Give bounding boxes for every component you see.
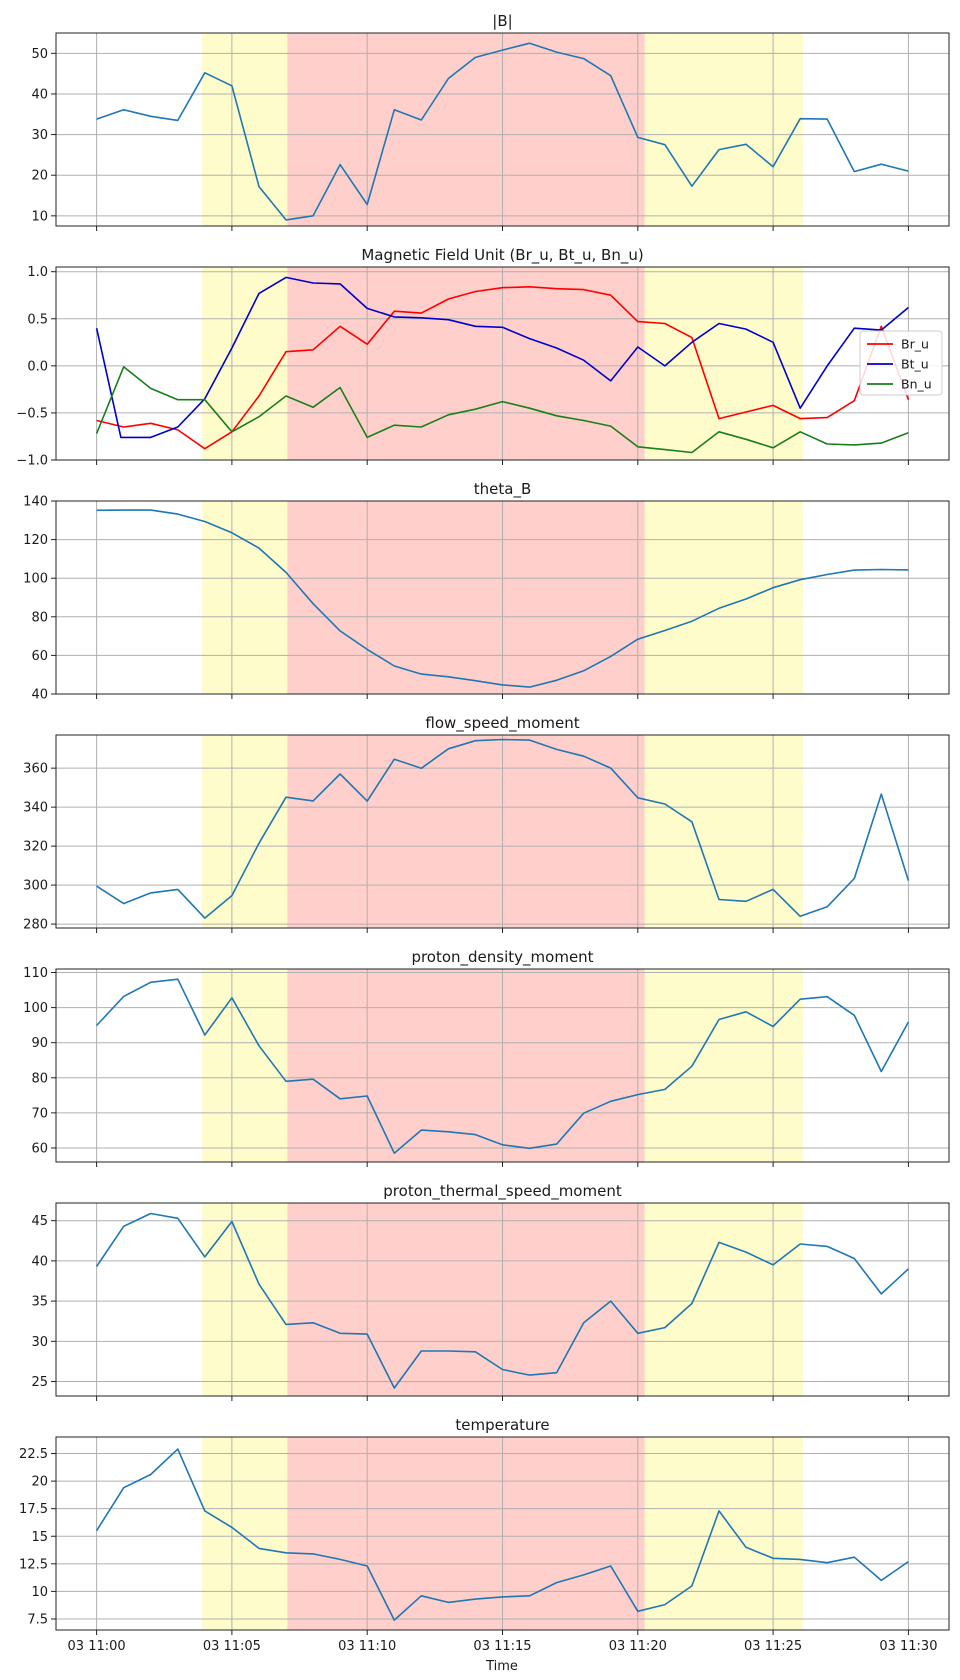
y-tick-label: 60 <box>31 649 48 664</box>
y-tick-label: 40 <box>31 87 48 102</box>
y-tick-label: 17.5 <box>19 1502 48 1517</box>
y-tick-label: 100 <box>23 572 48 587</box>
shaded-region-yellow-2 <box>644 33 803 226</box>
y-tick-label: 140 <box>23 495 48 510</box>
subplot-title: theta_B <box>474 480 531 499</box>
subplot-title: flow_speed_moment <box>425 714 579 733</box>
y-tick-label: 22.5 <box>19 1447 48 1462</box>
subplot-7: 7.5 10 12.5 15 17.5 20 22.5 03 11:00 03 11:05 03 … <box>19 1416 950 1654</box>
x-tick-label: 03 11:10 <box>338 1639 396 1654</box>
y-tick-label: 60 <box>31 1141 48 1156</box>
subplot-title: |B| <box>492 12 512 30</box>
y-tick-label: 45 <box>31 1214 48 1229</box>
shaded-region-red-3 <box>287 501 645 694</box>
legend-label: Bn_u <box>901 377 932 392</box>
subplot-6: 25 30 35 40 45 proton_thermal_speed_moment <box>31 1182 950 1401</box>
subplot-1: 10 20 30 40 50 |B| <box>31 12 950 231</box>
panels-container: 10 20 30 40 50 |B| −1.0 −0.5 0.0 0.5 1.0 Magnetic F… <box>16 12 950 1654</box>
shaded-region-yellow-1 <box>202 735 288 928</box>
series-line--b- <box>96 42 909 221</box>
subplot-title: temperature <box>455 1416 549 1434</box>
series-line-bn-u <box>95 365 909 454</box>
x-tick-label: 03 11:25 <box>744 1639 802 1654</box>
shaded-region-red-3 <box>287 735 645 928</box>
shaded-region-red-3 <box>287 1203 645 1396</box>
series-line-proton-thermal-speed-moment <box>95 1212 909 1389</box>
y-tick-label: 100 <box>23 1001 48 1016</box>
shaded-region-red-3 <box>287 267 645 460</box>
legend-label: Bt_u <box>901 357 929 372</box>
y-tick-label: 70 <box>31 1106 48 1121</box>
series-line-theta-b <box>96 509 909 688</box>
y-tick-label: 90 <box>31 1036 48 1051</box>
y-tick-label: 12.5 <box>19 1557 48 1572</box>
x-tick-label: 03 11:00 <box>68 1639 126 1654</box>
shaded-region-yellow-1 <box>202 33 288 226</box>
y-tick-label: 40 <box>31 1254 48 1269</box>
x-tick-label: 03 11:30 <box>879 1639 937 1654</box>
shaded-region-yellow-2 <box>644 969 803 1162</box>
y-tick-label: −1.0 <box>16 454 48 469</box>
y-tick-label: 80 <box>31 610 48 625</box>
x-tick-label: 03 11:20 <box>609 1639 667 1654</box>
x-tick-label: 03 11:15 <box>473 1639 531 1654</box>
subplot-title: Magnetic Field Unit (Br_u, Bt_u, Bn_u) <box>361 246 643 265</box>
series-line-bt-u <box>95 276 909 439</box>
legend: Br_u Bt_u Bn_u <box>859 330 943 396</box>
shaded-region-red-3 <box>287 1437 645 1630</box>
y-tick-label: 40 <box>31 688 48 703</box>
shaded-region-yellow-2 <box>644 735 803 928</box>
x-tick-label: 03 11:05 <box>203 1639 261 1654</box>
y-tick-label: 0.0 <box>27 359 48 374</box>
y-tick-label: 360 <box>23 762 48 777</box>
y-tick-label: 7.5 <box>27 1612 48 1627</box>
y-tick-label: 0.5 <box>27 312 48 327</box>
legend-box <box>859 330 943 396</box>
series-line-temperature <box>95 1448 909 1621</box>
subplot-5: 60 70 80 90 100 110 proton_density_moment <box>23 948 950 1167</box>
series-line-proton-density-moment <box>96 978 910 1154</box>
y-tick-label: 20 <box>31 1475 48 1490</box>
y-tick-label: 25 <box>31 1375 48 1390</box>
y-tick-label: 30 <box>31 128 48 143</box>
shaded-region-red-3 <box>287 33 645 226</box>
y-tick-label: 35 <box>31 1295 48 1310</box>
x-axis-label: Time <box>485 1659 518 1674</box>
shaded-region-yellow-1 <box>202 501 288 694</box>
y-tick-label: 120 <box>23 533 48 548</box>
y-tick-label: 1.0 <box>27 265 48 280</box>
y-tick-label: 50 <box>31 47 48 62</box>
shaded-region-yellow-2 <box>644 1203 803 1396</box>
y-tick-label: 10 <box>31 209 48 224</box>
y-tick-label: 20 <box>31 169 48 184</box>
subplot-4: 280 300 320 340 360 flow_speed_moment <box>23 714 950 933</box>
y-tick-label: 340 <box>23 801 48 816</box>
y-tick-label: 30 <box>31 1335 48 1350</box>
y-tick-label: 280 <box>23 918 48 933</box>
subplot-title: proton_thermal_speed_moment <box>383 1182 622 1201</box>
legend-label: Br_u <box>901 337 929 352</box>
subplot-2: −1.0 −0.5 0.0 0.5 1.0 Magnetic Field Unit (Br… <box>16 246 950 469</box>
shaded-region-yellow-2 <box>644 267 803 460</box>
series-line-flow-speed-moment <box>96 738 910 919</box>
shaded-region-red-3 <box>287 969 645 1162</box>
y-tick-label: 300 <box>23 879 48 894</box>
y-tick-label: 320 <box>23 840 48 855</box>
shaded-region-yellow-1 <box>202 1437 288 1630</box>
subplot-3: 40 60 80 100 120 140 theta_B <box>23 480 950 703</box>
shaded-region-yellow-2 <box>644 501 803 694</box>
y-tick-label: 10 <box>31 1585 48 1600</box>
shaded-region-yellow-1 <box>202 1203 288 1396</box>
shaded-region-yellow-1 <box>202 267 288 460</box>
subplot-title: proton_density_moment <box>411 948 593 967</box>
shaded-region-yellow-2 <box>644 1437 803 1630</box>
y-tick-label: 15 <box>31 1530 48 1545</box>
y-tick-label: 110 <box>23 966 48 981</box>
y-tick-label: 80 <box>31 1071 48 1086</box>
y-tick-label: −0.5 <box>16 406 48 421</box>
